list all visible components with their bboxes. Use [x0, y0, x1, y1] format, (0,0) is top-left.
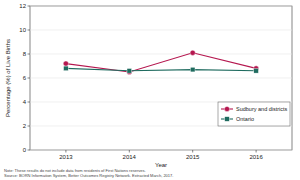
grid-line: [30, 6, 292, 7]
x-tick: [65, 150, 66, 153]
y-tick: [28, 30, 31, 31]
x-tick: [256, 150, 257, 153]
grid-line: [30, 30, 292, 31]
point: [63, 61, 68, 66]
y-tick: [28, 126, 31, 127]
x-tick-label: 2015: [186, 154, 200, 160]
y-tick: [28, 78, 31, 79]
y-tick-label: 4: [23, 99, 27, 105]
y-tick-label: 12: [19, 3, 26, 9]
grid-line: [30, 78, 292, 79]
x-tick-label: 2016: [249, 154, 263, 160]
y-tick-label: 10: [19, 27, 26, 33]
legend-label: Ontario: [236, 116, 254, 122]
y-tick-label: 0: [23, 147, 27, 153]
grid-line: [30, 54, 292, 55]
x-tick: [192, 150, 193, 153]
y-tick-label: 8: [23, 51, 27, 57]
point: [190, 67, 195, 72]
series-line: [66, 68, 256, 70]
point: [190, 50, 195, 55]
chart: 0 2 4 6 8 10 12 2013 2014 2015 2016 Year Percentage …: [0, 0, 300, 180]
y-tick: [28, 6, 31, 7]
note: Source: BORN Information System, Better …: [4, 173, 173, 178]
point: [64, 66, 69, 71]
y-tick-label: 6: [23, 75, 27, 81]
x-tick-label: 2014: [123, 154, 137, 160]
y-axis-label: Percentage (%) of Live Births: [5, 39, 11, 117]
x-tick-label: 2013: [59, 154, 73, 160]
legend-box: [218, 102, 290, 126]
x-axis-label: Year: [155, 162, 167, 168]
point: [254, 69, 259, 74]
legend-label: Sudbury and districts: [236, 106, 288, 112]
legend-marker: [224, 106, 229, 111]
y-tick: [28, 150, 31, 151]
x-tick: [129, 150, 130, 153]
y-tick: [28, 54, 31, 55]
y-tick-label: 2: [23, 123, 27, 129]
grid-line: [30, 150, 292, 151]
point: [127, 69, 132, 74]
legend-marker: [225, 117, 230, 122]
legend: Sudbury and districts Ontario: [218, 102, 290, 126]
point: [127, 69, 132, 74]
series-line: [66, 53, 256, 72]
y-tick: [28, 102, 31, 103]
marks: [63, 50, 258, 74]
plot-frame: [30, 6, 292, 150]
